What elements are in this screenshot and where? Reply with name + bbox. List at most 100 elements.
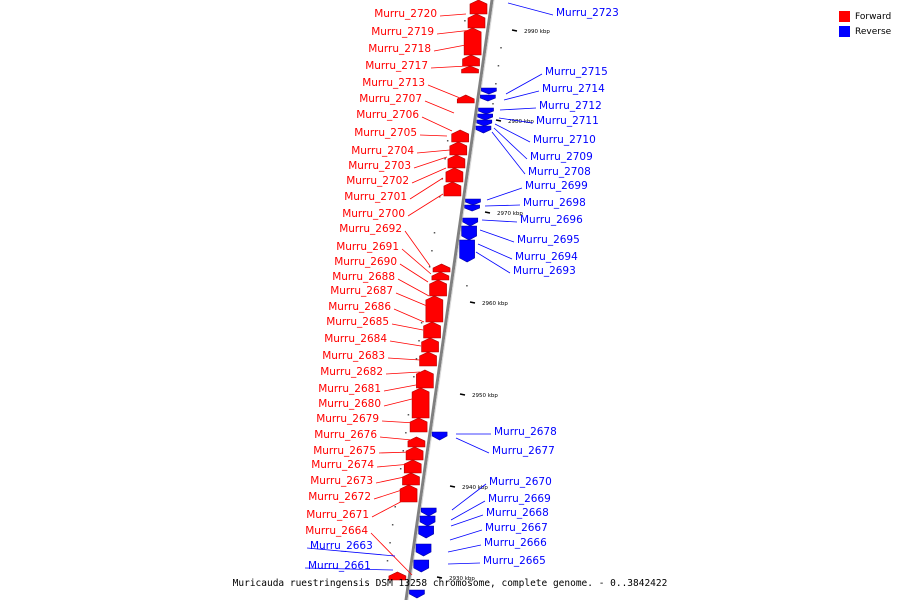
forward-leader-line: [383, 384, 417, 392]
reverse-gene-label: Murru_2694: [515, 251, 578, 263]
minor-tick: [497, 65, 500, 67]
reverse-gene-label: Murru_2670: [489, 476, 552, 488]
tick-label: 2940 kbp: [462, 485, 488, 491]
forward-leader-line: [397, 278, 430, 297]
forward-gene-block: [443, 181, 462, 197]
forward-leader-line: [424, 100, 455, 114]
minor-tick: [464, 20, 466, 22]
minor-tick: [444, 158, 446, 160]
forward-leader-line: [387, 357, 421, 361]
minor-tick: [413, 376, 415, 378]
reverse-gene-block: [419, 515, 436, 527]
forward-gene-block: [447, 154, 466, 169]
reverse-gene-block: [475, 125, 492, 134]
reverse-gene-block: [478, 107, 494, 115]
minor-tick: [399, 468, 402, 470]
forward-gene-label: Murru_2685: [326, 316, 389, 328]
reverse-gene-block: [409, 589, 425, 599]
reverse-gene-block: [462, 217, 479, 227]
reverse-leader-line: [498, 117, 534, 124]
reverse-gene-block: [418, 525, 434, 539]
forward-gene-label: Murru_2680: [318, 398, 381, 410]
reverse-leader-line: [484, 204, 521, 207]
tick-mark: [449, 485, 456, 488]
forward-leader-line: [436, 29, 473, 35]
forward-gene-label: Murru_2700: [342, 208, 405, 220]
reverse-leader-line: [450, 500, 486, 521]
minor-tick: [407, 414, 410, 416]
forward-gene-label: Murru_2686: [328, 301, 391, 313]
forward-gene-block: [402, 472, 420, 486]
tick-mark: [484, 211, 491, 214]
reverse-gene-label: Murru_2661: [308, 560, 371, 572]
tick-label: 2980 kbp: [508, 119, 534, 125]
forward-leader-line: [421, 116, 453, 132]
forward-gene-label: Murru_2707: [359, 93, 422, 105]
forward-gene-label: Murru_2673: [310, 475, 373, 487]
minor-tick: [492, 103, 494, 105]
reverse-leader-line: [477, 243, 513, 260]
forward-gene-block: [461, 65, 479, 74]
tick-label: 2950 kbp: [472, 393, 498, 399]
forward-leader-line: [378, 451, 413, 454]
forward-leader-line: [375, 475, 410, 484]
forward-leader-line: [391, 323, 424, 331]
forward-leader-line: [439, 13, 467, 17]
minor-tick: [446, 140, 449, 142]
reverse-gene-label: Murru_2698: [523, 197, 586, 209]
forward-leader-line: [371, 497, 409, 518]
reverse-gene-block: [461, 225, 477, 241]
tick-mark: [436, 576, 443, 579]
forward-leader-line: [401, 248, 432, 275]
genome-caption: Muricauda ruestringensis DSM 13258 chrom…: [232, 578, 668, 589]
forward-gene-label: Murru_2717: [365, 60, 428, 72]
forward-swatch: [839, 11, 850, 22]
reverse-leader-line: [491, 131, 526, 175]
forward-leader-line: [427, 84, 461, 99]
reverse-gene-block: [481, 87, 497, 95]
reverse-gene-block: [480, 94, 496, 102]
reverse-gene-label: Murru_2712: [539, 100, 602, 112]
forward-gene-label: Murru_2683: [322, 350, 385, 362]
forward-gene-block: [388, 571, 407, 581]
tick-label: 2970 kbp: [497, 211, 523, 217]
minor-tick: [391, 524, 394, 526]
forward-leader-line: [407, 193, 444, 217]
forward-gene-block: [405, 446, 424, 461]
reverse-leader-line: [451, 483, 487, 511]
forward-leader-line: [376, 463, 412, 468]
forward-gene-block: [456, 94, 475, 104]
reverse-gene-label: Murru_2715: [545, 66, 608, 78]
reverse-leader-line: [486, 187, 523, 201]
forward-leader-line: [413, 156, 448, 169]
reverse-leader-line: [479, 229, 515, 243]
forward-gene-label: Murru_2664: [305, 525, 368, 537]
reverse-gene-label: Murru_2708: [528, 166, 591, 178]
forward-gene-label: Murru_2718: [368, 43, 431, 55]
forward-gene-label: Murru_2704: [351, 145, 414, 157]
legend-reverse-label: Reverse: [855, 26, 892, 37]
tick-label: 2960 kbp: [482, 301, 508, 307]
forward-leader-line: [430, 65, 468, 69]
forward-gene-label: Murru_2682: [320, 366, 383, 378]
reverse-leader-line: [475, 251, 511, 274]
forward-gene-block: [463, 27, 482, 56]
reverse-swatch: [839, 26, 850, 37]
reverse-leader-line: [455, 437, 490, 454]
reverse-gene-block: [420, 507, 437, 517]
forward-gene-block: [403, 459, 422, 474]
reverse-gene-label: Murru_2710: [533, 134, 596, 146]
reverse-leader-line: [494, 123, 531, 143]
minor-tick: [394, 506, 396, 508]
minor-tick: [415, 358, 418, 360]
reverse-gene-label: Murru_2714: [542, 83, 605, 95]
reverse-gene-block: [465, 198, 481, 206]
reverse-leader-line: [450, 514, 484, 527]
forward-gene-block: [431, 271, 450, 281]
forward-gene-block: [449, 141, 468, 156]
forward-gene-block: [416, 369, 434, 389]
forward-gene-label: Murru_2690: [334, 256, 397, 268]
reverse-gene-label: Murru_2699: [525, 180, 588, 192]
minor-tick: [495, 83, 497, 85]
backbone-shadow: [407, 0, 495, 600]
